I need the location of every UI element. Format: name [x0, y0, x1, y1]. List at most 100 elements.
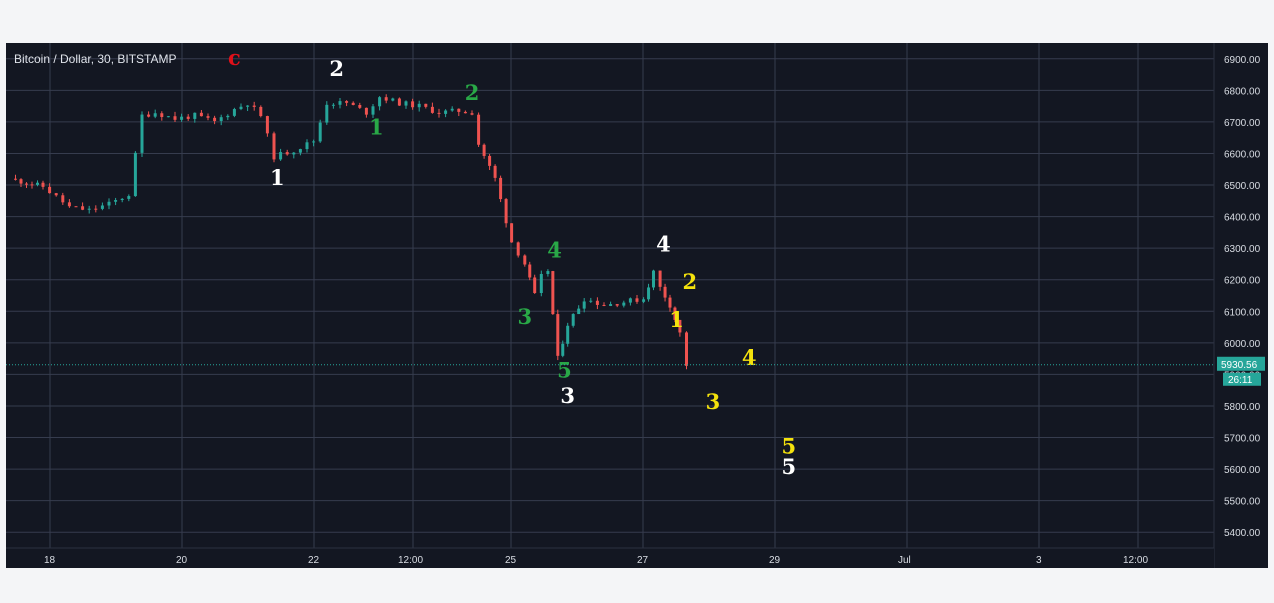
price-tick-label: 5700.00	[1224, 434, 1261, 445]
candle-body	[19, 179, 23, 184]
price-tick-label: 6200.00	[1224, 276, 1261, 287]
countdown-label: 26:11	[1228, 375, 1253, 386]
wave-label: 2	[682, 269, 697, 294]
candle-body	[533, 277, 537, 294]
candle-body	[279, 152, 283, 160]
candle-body	[488, 155, 492, 166]
wave-label: c	[228, 45, 241, 70]
candle-body	[351, 102, 355, 106]
candle-body	[424, 103, 428, 107]
candle-body	[510, 223, 514, 243]
wave-label: 5	[557, 358, 572, 383]
wave-label: 1	[369, 115, 384, 140]
candle-body	[213, 117, 217, 122]
time-tick-label: 3	[1036, 555, 1042, 566]
candle-body	[663, 286, 667, 298]
candle-body	[41, 182, 45, 187]
candle-body	[239, 106, 243, 110]
candle-body	[658, 270, 662, 287]
price-tick-label: 6600.00	[1224, 149, 1261, 160]
price-tick-label: 6300.00	[1224, 244, 1261, 255]
candle-body	[589, 300, 593, 302]
candle-body	[81, 206, 85, 210]
price-tick-label: 6100.00	[1224, 307, 1261, 318]
time-tick-label: 29	[769, 555, 781, 566]
candle-body	[120, 198, 124, 201]
price-tick-label: 6000.00	[1224, 339, 1261, 350]
candle-body	[556, 314, 560, 356]
candle-body	[114, 200, 118, 202]
candle-body	[378, 97, 382, 107]
wave-label: 1	[669, 307, 684, 332]
candle-body	[685, 332, 688, 366]
candle-body	[127, 196, 131, 199]
candle-body	[140, 114, 144, 153]
candle-body	[566, 325, 570, 344]
time-tick-label: 12:00	[1123, 555, 1148, 566]
candle-body	[54, 193, 58, 196]
candle-body	[516, 242, 520, 256]
wave-label: 1	[270, 165, 285, 190]
price-tick-label: 5500.00	[1224, 497, 1261, 508]
candle-body	[246, 105, 250, 107]
candle-body	[652, 270, 655, 288]
candle-body	[87, 208, 91, 210]
chart-background	[6, 43, 1268, 568]
candle-body	[417, 103, 421, 108]
candle-body	[186, 116, 190, 119]
candle-body	[345, 101, 349, 103]
candle-body	[232, 109, 236, 116]
candle-body	[411, 101, 415, 108]
last-price-box	[1217, 356, 1265, 371]
candle-body	[180, 116, 184, 120]
candle-body	[272, 133, 276, 160]
candle-body	[292, 152, 296, 155]
candle-body	[358, 105, 362, 108]
candle-body	[577, 308, 581, 315]
candle-body	[94, 208, 98, 210]
candle-body	[285, 152, 289, 155]
time-tick-label: 18	[44, 555, 56, 566]
wave-label: 3	[706, 389, 721, 414]
time-scale[interactable]	[6, 548, 1214, 568]
candle-body	[622, 302, 626, 306]
candle-body	[499, 177, 503, 200]
candle-body	[14, 178, 17, 180]
candle-body	[199, 112, 203, 117]
time-tick-label: 22	[308, 555, 320, 566]
candle-body	[609, 304, 613, 306]
chart-grid	[6, 43, 1214, 548]
candle-body	[265, 116, 269, 134]
candle-body	[551, 271, 555, 315]
candle-body	[477, 114, 481, 145]
candle-body	[463, 111, 467, 114]
candle-body	[523, 255, 527, 265]
candle-body	[312, 141, 316, 143]
time-tick-label: 25	[505, 555, 517, 566]
candle-body	[67, 202, 71, 207]
candle-body	[74, 206, 78, 208]
candle-body	[259, 106, 263, 117]
candle-body	[571, 314, 575, 326]
candle-body	[635, 298, 639, 302]
candle-body	[482, 144, 486, 156]
time-tick-label: 12:00	[398, 555, 423, 566]
wave-label: 2	[329, 56, 344, 81]
price-tick-label: 6700.00	[1224, 118, 1261, 129]
candle-body	[298, 149, 302, 153]
candle-body	[206, 116, 210, 118]
price-scale[interactable]	[1214, 43, 1268, 568]
candle-body	[539, 273, 543, 294]
candle-body	[528, 264, 532, 278]
wave-label: 3	[517, 304, 532, 329]
countdown-box	[1223, 372, 1261, 386]
candle-body	[100, 205, 104, 209]
candle-body	[561, 343, 565, 356]
price-tick-label: 6400.00	[1224, 213, 1261, 224]
wave-label: 4	[742, 345, 757, 370]
candle-body	[391, 98, 395, 101]
price-tick-label: 6500.00	[1224, 181, 1261, 192]
